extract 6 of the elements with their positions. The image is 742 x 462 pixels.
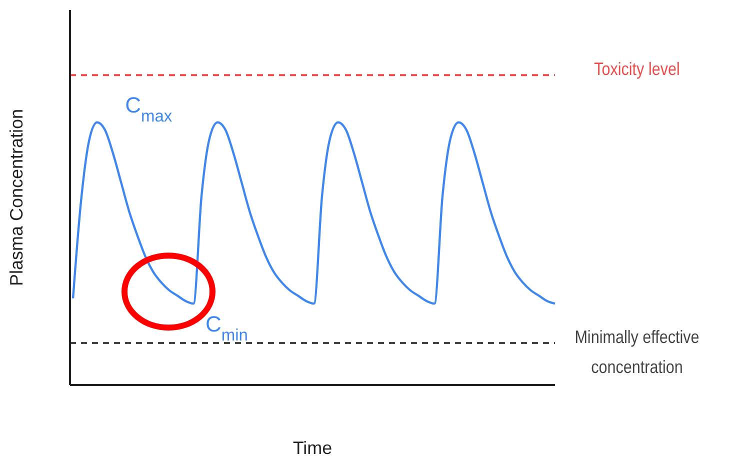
ref-line-label: Toxicity level bbox=[594, 58, 680, 80]
x-axis-title: Time bbox=[292, 438, 332, 458]
annotation: C$_{max}$ bbox=[125, 92, 173, 126]
annotation: C$_{min}$ bbox=[206, 312, 248, 345]
ref-line-label: Minimally effective concentration bbox=[574, 326, 700, 378]
y-axis-title: Plasma Concentration bbox=[6, 108, 26, 286]
